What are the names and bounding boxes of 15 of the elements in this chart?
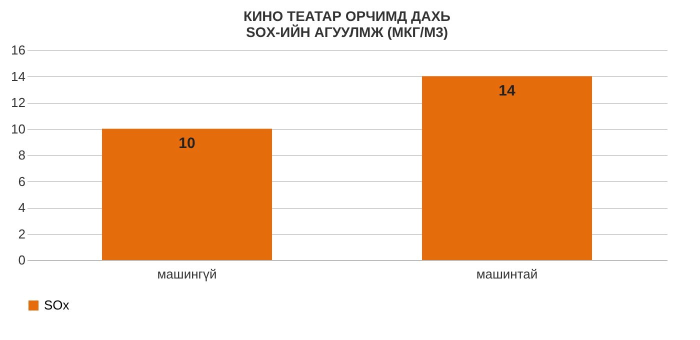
y-tick-label: 16 xyxy=(11,42,26,58)
y-tick-label: 14 xyxy=(11,68,26,84)
y-tick-label: 0 xyxy=(18,252,26,268)
data-label: 14 xyxy=(498,82,516,100)
y-tick-label: 8 xyxy=(18,148,26,162)
x-tick-label: машингүй xyxy=(157,266,217,282)
y-tick-label: 12 xyxy=(11,95,26,110)
y-tick-label: 6 xyxy=(18,174,26,189)
x-tick-label: машинтай xyxy=(476,266,538,282)
y-tick-label: 4 xyxy=(18,200,26,215)
legend-label: SOx xyxy=(44,298,70,312)
y-tick-label: 2 xyxy=(18,226,26,242)
y-tick-label: 10 xyxy=(11,121,26,136)
data-label: 10 xyxy=(178,134,196,152)
chart-title: КИНО ТЕАТАР ОРЧИМД ДАХЬ SOX-ИЙН АГУУЛМЖ (МКГ/М3) xyxy=(244,8,450,40)
